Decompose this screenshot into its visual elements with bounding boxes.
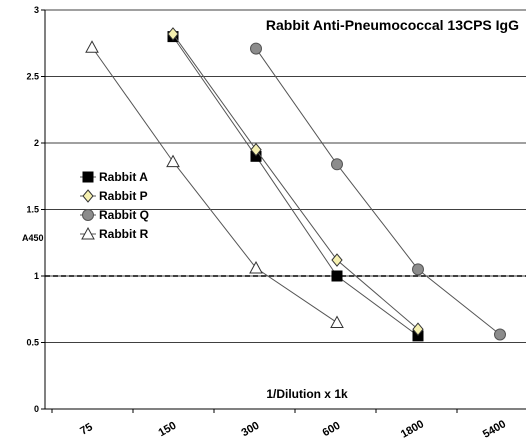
y-axis-title: A450 xyxy=(22,233,44,243)
y-tick-label: 3 xyxy=(34,5,39,15)
x-tick-label: 1800 xyxy=(399,418,426,441)
data-point-rabbit-r xyxy=(85,40,99,53)
x-tick-label: 5400 xyxy=(481,418,508,441)
data-point-rabbit-a xyxy=(331,270,343,282)
series-line-rabbit-q xyxy=(255,48,501,335)
data-point-rabbit-q xyxy=(412,263,424,276)
y-axis-ticks: 0 0.5 1 1.5 2 2.5 3 xyxy=(26,5,45,414)
series-rabbit-q xyxy=(250,42,506,341)
legend-marker-rabbit-q xyxy=(82,209,94,221)
data-point-rabbit-r xyxy=(249,260,263,274)
chart-title: Rabbit Anti-Pneumococcal 13CPS IgG xyxy=(266,17,519,33)
data-point-rabbit-r xyxy=(166,154,180,168)
data-point-rabbit-q xyxy=(250,42,262,55)
x-axis-title: 1/Dilution x 1k xyxy=(266,387,348,401)
series-line-rabbit-r xyxy=(91,46,338,323)
y-tick-label: 1.5 xyxy=(26,205,39,215)
legend-label-rabbit-q: Rabbit Q xyxy=(99,208,149,222)
legend-label-rabbit-r: Rabbit R xyxy=(99,227,149,241)
data-point-rabbit-p xyxy=(167,27,179,41)
series-rabbit-r xyxy=(85,40,344,329)
legend-marker-rabbit-a xyxy=(82,171,94,183)
data-point-rabbit-p xyxy=(250,142,262,157)
y-tick-label: 2 xyxy=(34,138,39,148)
x-tick-label: 600 xyxy=(321,420,343,440)
series-line-rabbit-p xyxy=(172,33,419,330)
x-tick-label: 300 xyxy=(240,420,262,440)
series-layer xyxy=(85,27,506,342)
y-tick-label: 2.5 xyxy=(26,72,39,82)
x-axis-ticks: 75 150 300 600 1800 5400 xyxy=(51,409,508,441)
data-point-rabbit-r xyxy=(330,315,344,329)
y-tick-label: 0.5 xyxy=(26,338,39,348)
data-point-rabbit-q xyxy=(494,328,506,341)
data-point-rabbit-p xyxy=(412,322,424,336)
legend: Rabbit A Rabbit P Rabbit Q Rabbit R xyxy=(80,170,149,241)
x-tick-label: 150 xyxy=(157,420,179,440)
legend-label-rabbit-p: Rabbit P xyxy=(99,189,148,203)
legend-marker-rabbit-p xyxy=(82,189,94,203)
series-rabbit-p xyxy=(167,27,424,336)
data-point-rabbit-q xyxy=(331,158,343,171)
legend-label-rabbit-a: Rabbit A xyxy=(99,170,148,184)
data-point-rabbit-p xyxy=(331,253,343,267)
y-tick-label: 0 xyxy=(34,404,39,414)
series-line-rabbit-a xyxy=(172,36,419,337)
legend-marker-rabbit-r xyxy=(81,226,95,240)
x-tick-label: 75 xyxy=(78,421,95,438)
y-tick-label: 1 xyxy=(34,271,39,281)
